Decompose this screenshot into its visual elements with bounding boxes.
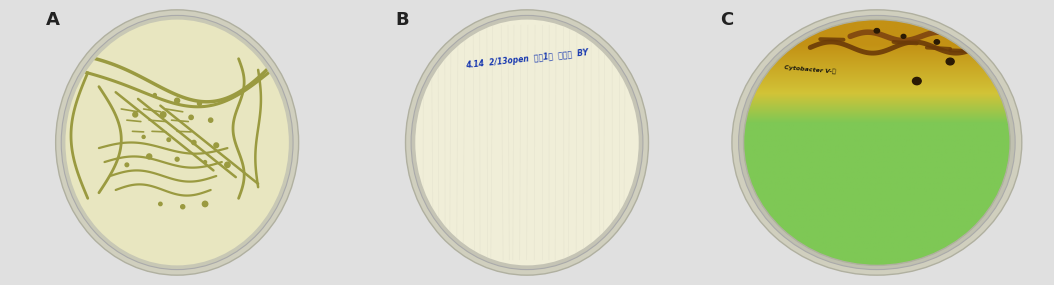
- Circle shape: [192, 141, 196, 144]
- Circle shape: [147, 154, 152, 159]
- Circle shape: [946, 58, 954, 65]
- Ellipse shape: [411, 15, 643, 270]
- Text: B: B: [395, 11, 409, 29]
- Circle shape: [180, 205, 184, 209]
- Circle shape: [153, 93, 156, 97]
- Circle shape: [209, 118, 213, 122]
- Circle shape: [133, 112, 138, 117]
- Circle shape: [160, 112, 165, 117]
- Circle shape: [214, 143, 218, 148]
- Circle shape: [934, 40, 939, 44]
- Circle shape: [901, 34, 905, 38]
- Circle shape: [203, 160, 207, 164]
- Circle shape: [225, 162, 230, 168]
- Text: Cytobacter V-형: Cytobacter V-형: [784, 65, 836, 75]
- Ellipse shape: [56, 10, 298, 275]
- Ellipse shape: [739, 15, 1015, 270]
- Circle shape: [197, 101, 201, 105]
- Circle shape: [142, 135, 145, 139]
- Ellipse shape: [731, 10, 1021, 275]
- Text: 4.14  2/13open  사료1번  신장홍  BY: 4.14 2/13open 사료1번 신장홍 BY: [465, 48, 589, 70]
- Ellipse shape: [65, 20, 289, 265]
- Text: A: A: [46, 11, 60, 29]
- Circle shape: [159, 202, 162, 206]
- Text: C: C: [720, 11, 734, 29]
- Circle shape: [175, 157, 179, 161]
- Circle shape: [189, 115, 193, 119]
- Circle shape: [202, 201, 208, 207]
- Circle shape: [874, 28, 879, 33]
- Circle shape: [125, 163, 129, 167]
- Circle shape: [913, 78, 921, 85]
- Ellipse shape: [61, 15, 293, 270]
- Circle shape: [167, 138, 171, 141]
- Ellipse shape: [415, 20, 639, 265]
- Circle shape: [175, 98, 179, 103]
- Ellipse shape: [406, 10, 648, 275]
